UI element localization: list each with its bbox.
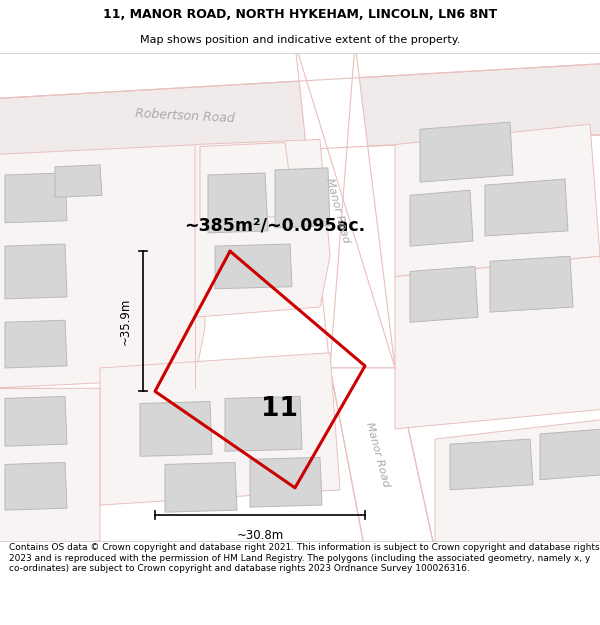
Polygon shape <box>5 396 67 446</box>
Polygon shape <box>420 122 513 182</box>
Polygon shape <box>225 396 302 451</box>
Text: Manor Road: Manor Road <box>365 421 391 488</box>
Polygon shape <box>395 124 600 276</box>
Polygon shape <box>490 256 573 312</box>
Polygon shape <box>0 63 600 165</box>
Polygon shape <box>0 388 100 551</box>
Polygon shape <box>195 139 330 317</box>
Polygon shape <box>410 266 478 322</box>
Text: ~385m²/~0.095ac.: ~385m²/~0.095ac. <box>184 217 365 235</box>
Text: 11: 11 <box>262 396 299 422</box>
Polygon shape <box>5 320 67 368</box>
Polygon shape <box>208 173 268 233</box>
Polygon shape <box>5 173 67 222</box>
Polygon shape <box>275 168 330 228</box>
Polygon shape <box>100 352 340 505</box>
Polygon shape <box>395 256 600 429</box>
Polygon shape <box>55 165 102 198</box>
Polygon shape <box>450 439 533 490</box>
Polygon shape <box>250 458 322 507</box>
Polygon shape <box>200 142 295 221</box>
Text: ~35.9m: ~35.9m <box>119 298 131 345</box>
Polygon shape <box>485 179 568 236</box>
Text: Robertson Road: Robertson Road <box>135 107 235 125</box>
Polygon shape <box>215 244 292 289</box>
Text: 11, MANOR ROAD, NORTH HYKEHAM, LINCOLN, LN6 8NT: 11, MANOR ROAD, NORTH HYKEHAM, LINCOLN, … <box>103 8 497 21</box>
Polygon shape <box>435 419 600 551</box>
Text: Map shows position and indicative extent of the property.: Map shows position and indicative extent… <box>140 35 460 45</box>
Polygon shape <box>540 429 600 480</box>
Polygon shape <box>140 401 212 456</box>
Polygon shape <box>0 144 205 388</box>
Polygon shape <box>5 462 67 510</box>
Polygon shape <box>165 462 237 512</box>
Text: ~30.8m: ~30.8m <box>236 529 284 542</box>
Polygon shape <box>5 244 67 299</box>
Text: Contains OS data © Crown copyright and database right 2021. This information is : Contains OS data © Crown copyright and d… <box>9 543 599 573</box>
Text: Manor Road: Manor Road <box>325 177 352 244</box>
Polygon shape <box>295 43 395 368</box>
Polygon shape <box>410 190 473 246</box>
Polygon shape <box>330 368 435 551</box>
